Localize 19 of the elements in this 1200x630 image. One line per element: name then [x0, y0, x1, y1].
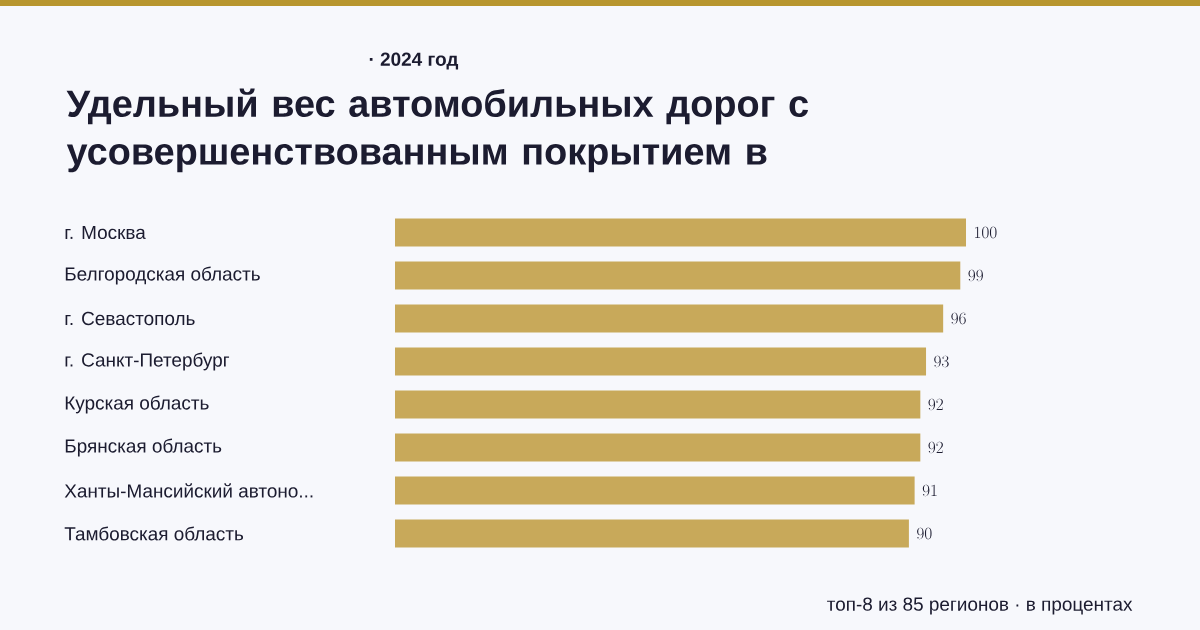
data-label: 96 — [951, 312, 966, 325]
y-tick-label: Тамбовская область — [64, 526, 244, 541]
text: топ-8 из 85 регионов · в процентах — [827, 597, 1133, 615]
data-label: 92 — [928, 398, 943, 411]
data-label: 99 — [968, 269, 983, 282]
y-tick-label: г. Санкт-Петербург — [65, 352, 230, 371]
y-tick-label: г. Москва — [65, 225, 146, 240]
y-tick-label: г. Севастополь — [65, 311, 195, 326]
data-label: 92 — [928, 441, 943, 454]
y-tick-label: Брянская область — [65, 438, 222, 457]
data-label: 100 — [975, 226, 997, 239]
y-tick-label: Белгородская область — [65, 266, 260, 285]
y-tick-label: Курская область — [65, 395, 209, 414]
chart-title: Удельный вес автомобильных дорог с усовершенствованным покрытием в — [66, 88, 809, 173]
data-label: 90 — [917, 527, 932, 540]
data-label: 91 — [922, 484, 937, 497]
chart-subtitle: · 2024 год — [369, 52, 459, 70]
y-tick-label: Ханты-Мансийский автоно... — [64, 483, 313, 498]
data-label: 93 — [934, 355, 949, 368]
